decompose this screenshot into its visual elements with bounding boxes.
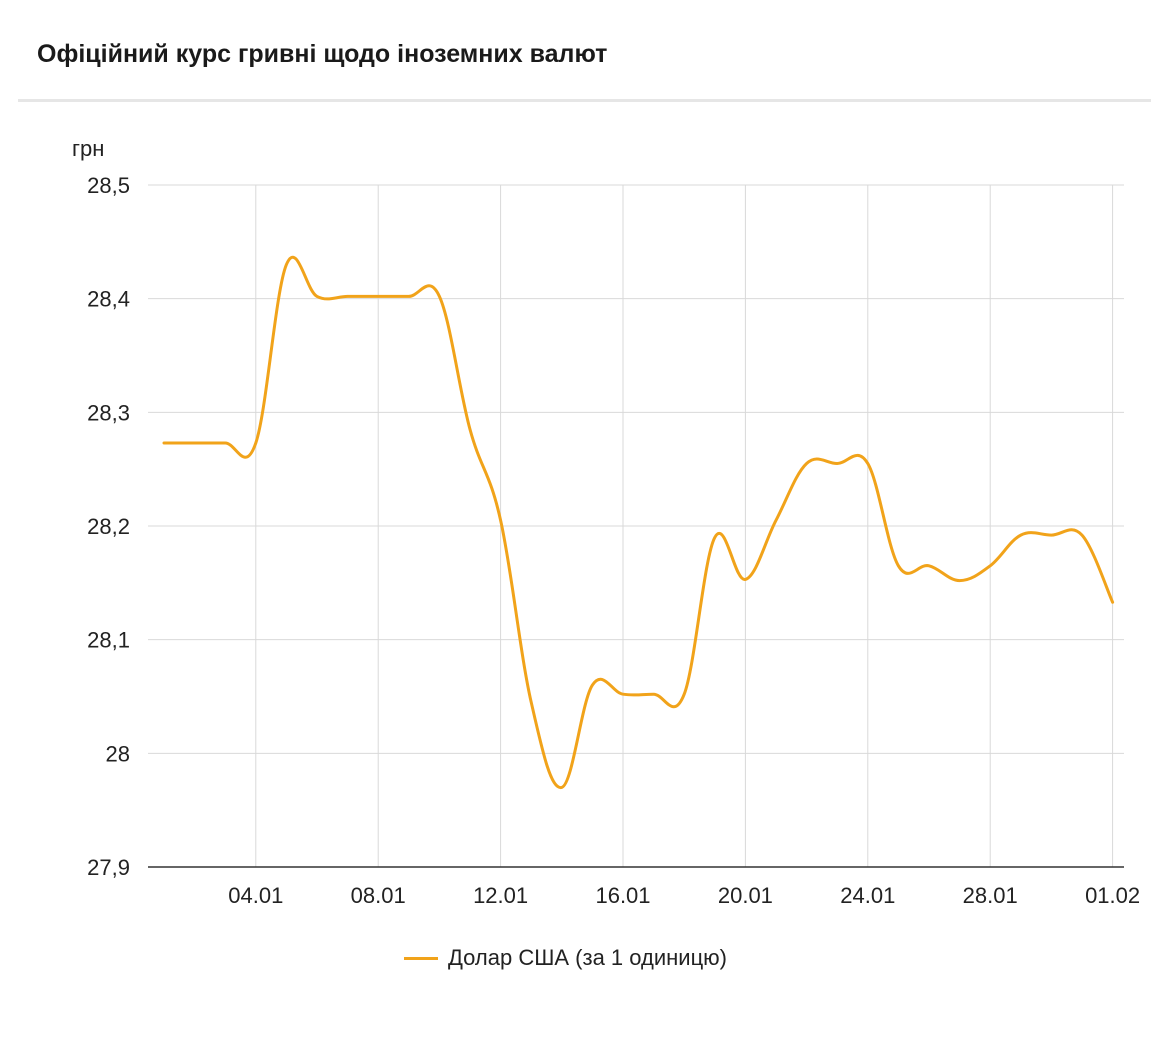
title-divider [18, 99, 1151, 102]
y-tick-label: 28,3 [87, 400, 130, 425]
y-tick-label: 27,9 [87, 855, 130, 880]
grid-lines [148, 184, 1124, 868]
x-tick-label: 16.01 [595, 883, 650, 908]
legend-label-usd: Долар США (за 1 одиницю) [448, 945, 728, 970]
y-tick-label: 28,2 [87, 514, 130, 539]
y-axis-label: грн [72, 136, 104, 161]
x-tick-label: 08.01 [351, 883, 406, 908]
x-tick-label: 24.01 [840, 883, 895, 908]
legend[interactable]: Долар США (за 1 одиницю) [404, 945, 727, 971]
legend-swatch-usd [404, 956, 438, 960]
y-tick-label: 28 [106, 741, 130, 766]
y-tick-label: 28,4 [87, 287, 130, 312]
x-tick-label: 28.01 [963, 883, 1018, 908]
x-tick-label: 01.02 [1085, 883, 1140, 908]
x-tick-label: 04.01 [228, 883, 283, 908]
x-tick-label: 20.01 [718, 883, 773, 908]
x-tick-label: 12.01 [473, 883, 528, 908]
series-line-usd [162, 255, 1115, 789]
y-tick-label: 28,5 [87, 173, 130, 198]
y-tick-label: 28,1 [87, 628, 130, 653]
axes: 28,5 28,4 28,3 28,2 28,1 28 27,9 04.01 08.01 12.0… [87, 173, 1140, 908]
series-layer [162, 255, 1115, 789]
chart-title: Офіційний курс гривні щодо іноземних вал… [37, 40, 608, 68]
